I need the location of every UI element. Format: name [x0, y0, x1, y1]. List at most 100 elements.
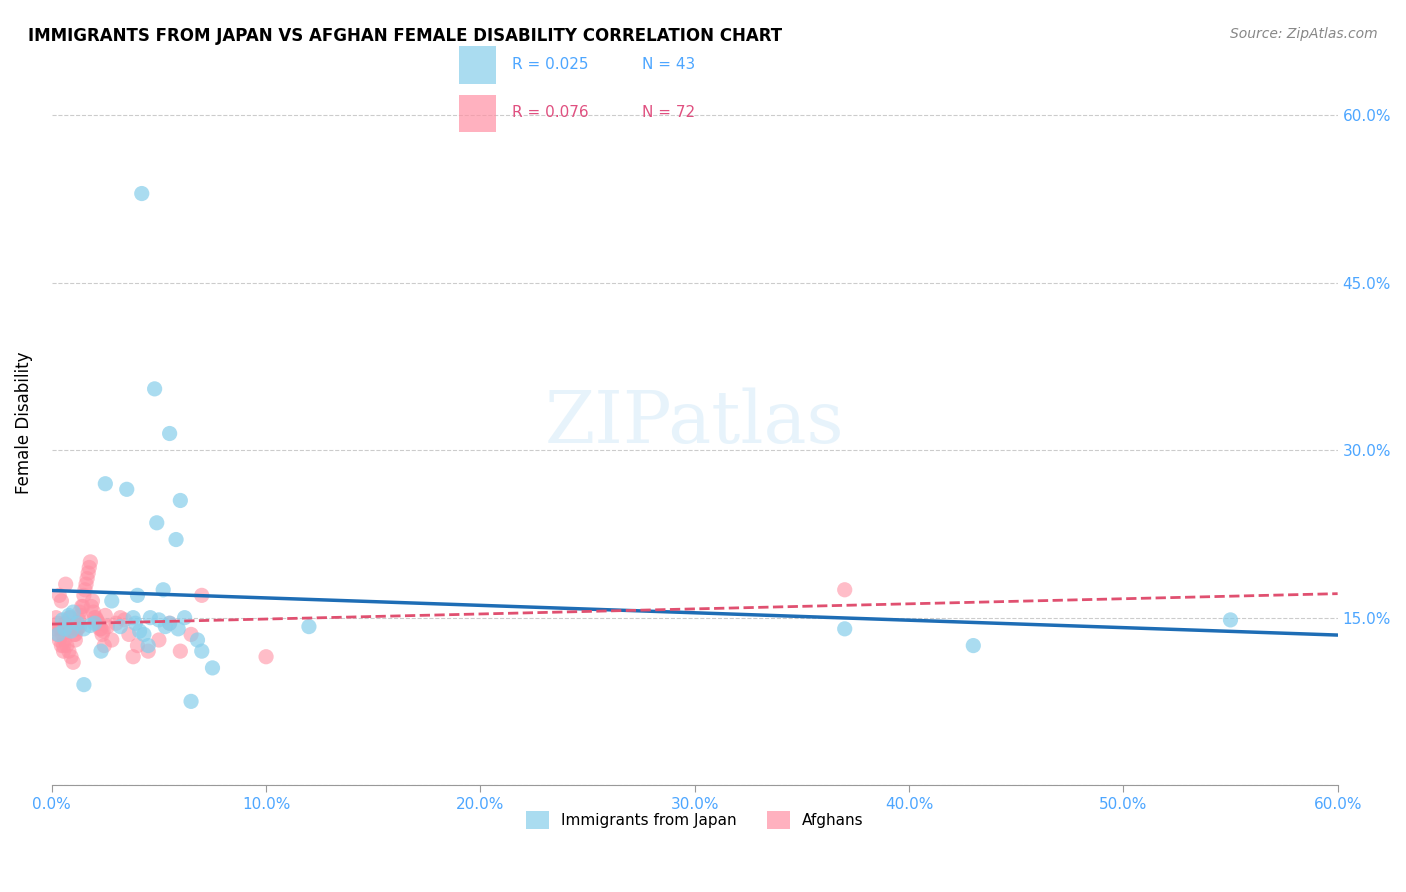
Afghans: [90, 622, 112, 636]
Immigrants from Japan: [115, 483, 138, 497]
Afghans: [49, 622, 72, 636]
Afghans: [86, 613, 108, 627]
Afghans: [51, 639, 73, 653]
Afghans: [96, 619, 118, 633]
Immigrants from Japan: [128, 624, 150, 638]
Afghans: [127, 639, 149, 653]
Afghans: [84, 610, 107, 624]
Immigrants from Japan: [136, 639, 159, 653]
Immigrants from Japan: [51, 613, 73, 627]
Afghans: [118, 627, 141, 641]
Afghans: [70, 599, 93, 614]
Afghans: [58, 644, 80, 658]
Afghans: [834, 582, 856, 597]
Afghans: [82, 594, 104, 608]
Text: N = 43: N = 43: [641, 57, 695, 72]
Afghans: [52, 644, 75, 658]
Immigrants from Japan: [159, 616, 181, 631]
Afghans: [136, 644, 159, 658]
Afghans: [51, 594, 73, 608]
Afghans: [191, 588, 214, 602]
Afghans: [87, 616, 110, 631]
Afghans: [45, 610, 67, 624]
Immigrants from Japan: [122, 610, 145, 624]
Afghans: [159, 616, 181, 631]
Afghans: [93, 639, 115, 653]
Afghans: [55, 616, 77, 631]
Afghans: [56, 622, 79, 636]
Immigrants from Japan: [298, 619, 321, 633]
Afghans: [69, 608, 91, 623]
Immigrants from Japan: [152, 582, 174, 597]
Afghans: [51, 627, 73, 641]
Immigrants from Japan: [169, 493, 191, 508]
Immigrants from Japan: [127, 588, 149, 602]
Immigrants from Japan: [60, 624, 83, 638]
Afghans: [73, 588, 96, 602]
Text: R = 0.076: R = 0.076: [512, 105, 588, 120]
Immigrants from Japan: [53, 622, 76, 636]
Immigrants from Japan: [46, 627, 69, 641]
Immigrants from Japan: [165, 533, 187, 547]
Afghans: [94, 608, 117, 623]
Afghans: [56, 624, 79, 638]
Immigrants from Japan: [100, 594, 122, 608]
Afghans: [46, 616, 69, 631]
Afghans: [76, 572, 98, 586]
Afghans: [48, 632, 70, 647]
Afghans: [67, 613, 90, 627]
Immigrants from Japan: [145, 516, 167, 530]
Afghans: [110, 610, 132, 624]
FancyBboxPatch shape: [460, 46, 496, 84]
Text: R = 0.025: R = 0.025: [512, 57, 588, 72]
Afghans: [69, 605, 91, 619]
Afghans: [59, 610, 82, 624]
Immigrants from Japan: [90, 644, 112, 658]
Immigrants from Japan: [132, 627, 155, 641]
Afghans: [55, 577, 77, 591]
Immigrants from Japan: [180, 694, 202, 708]
Text: ZIPatlas: ZIPatlas: [546, 387, 845, 458]
Immigrants from Japan: [94, 476, 117, 491]
Immigrants from Japan: [124, 616, 146, 631]
Immigrants from Japan: [139, 610, 162, 624]
Immigrants from Japan: [1219, 613, 1241, 627]
Afghans: [87, 616, 110, 631]
Afghans: [80, 599, 103, 614]
Afghans: [180, 627, 202, 641]
Immigrants from Japan: [173, 610, 195, 624]
Afghans: [44, 622, 66, 636]
Afghans: [75, 577, 97, 591]
Immigrants from Japan: [186, 632, 208, 647]
Afghans: [73, 582, 96, 597]
Afghans: [89, 622, 111, 636]
Immigrants from Japan: [159, 426, 181, 441]
Afghans: [62, 656, 84, 670]
Afghans: [169, 644, 191, 658]
Afghans: [52, 639, 75, 653]
Afghans: [91, 624, 114, 638]
Afghans: [77, 560, 100, 574]
Afghans: [105, 616, 128, 631]
Afghans: [63, 627, 86, 641]
Immigrants from Japan: [201, 661, 224, 675]
Afghans: [148, 632, 170, 647]
Afghans: [59, 610, 82, 624]
Afghans: [91, 627, 114, 641]
Immigrants from Japan: [148, 613, 170, 627]
Immigrants from Japan: [73, 622, 96, 636]
Afghans: [69, 619, 91, 633]
Immigrants from Japan: [83, 616, 105, 631]
Afghans: [46, 627, 69, 641]
Afghans: [100, 632, 122, 647]
Immigrants from Japan: [62, 605, 84, 619]
Immigrants from Japan: [962, 639, 984, 653]
Immigrants from Japan: [58, 608, 80, 623]
Afghans: [79, 555, 101, 569]
Afghans: [48, 588, 70, 602]
Text: N = 72: N = 72: [641, 105, 695, 120]
Immigrants from Japan: [131, 186, 153, 201]
Immigrants from Japan: [167, 622, 190, 636]
Afghans: [65, 622, 87, 636]
Immigrants from Japan: [143, 382, 166, 396]
